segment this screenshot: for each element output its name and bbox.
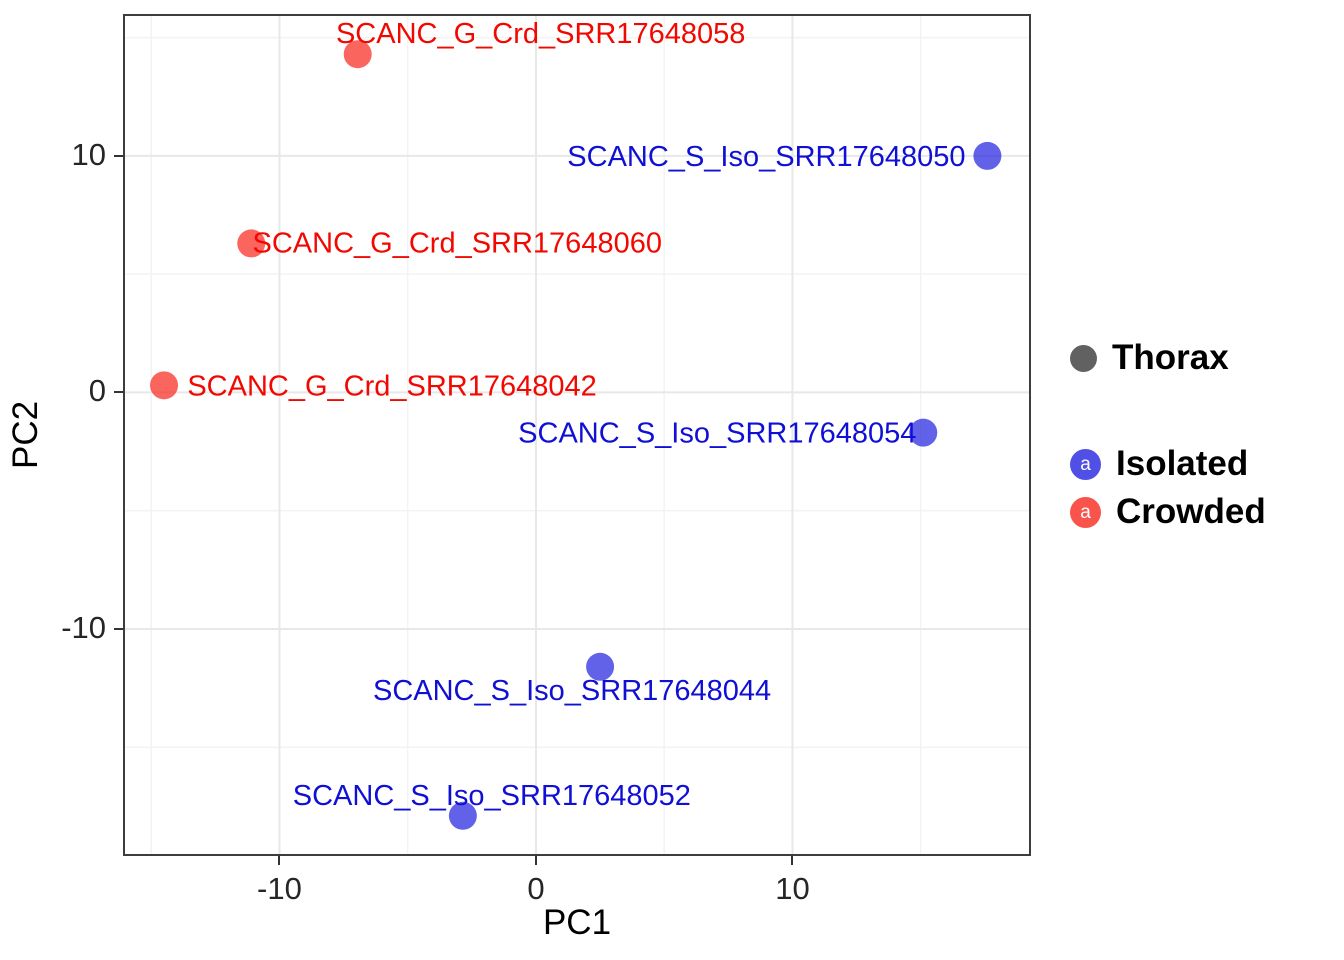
y-tick-label: 0	[88, 373, 106, 409]
scatter-plot-canvas: SCANC_G_Crd_SRR17648058 SCANC_G_Crd_SRR17…	[123, 14, 1031, 856]
data-point-crowded	[343, 40, 372, 69]
thorax-point-icon	[1070, 344, 1097, 372]
legend-entry-isolated: a Isolated	[1070, 440, 1266, 488]
x-tick-mark	[278, 856, 281, 865]
x-tick-label: 0	[527, 871, 545, 906]
plot-panel: SCANC_G_Crd_SRR17648058 SCANC_G_Crd_SRR17…	[123, 14, 1031, 856]
data-point-isolated	[909, 418, 938, 447]
point-label: SCANC_G_Crd_SRR17648058	[336, 18, 745, 50]
y-tick-mark	[114, 154, 123, 157]
point-label: SCANC_G_Crd_SRR17648060	[253, 227, 662, 259]
x-tick-mark	[791, 856, 794, 865]
y-tick-label: -10	[61, 609, 106, 645]
legend-key-glyph: a	[1080, 501, 1091, 523]
point-label: SCANC_G_Crd_SRR17648042	[187, 370, 596, 402]
y-tick-mark	[114, 627, 123, 630]
y-tick-label: 10	[71, 136, 106, 172]
point-label: SCANC_S_Iso_SRR17648054	[518, 418, 916, 450]
data-point-isolated	[448, 801, 477, 830]
point-label: SCANC_S_Iso_SRR17648052	[293, 780, 691, 812]
x-tick-label: -10	[257, 871, 302, 906]
x-tick-label: 10	[775, 871, 810, 906]
legend-label-crowded: Crowded	[1116, 492, 1266, 531]
data-point-isolated	[586, 652, 615, 681]
legend-entry-thorax: Thorax	[1070, 334, 1266, 382]
legend-label-thorax: Thorax	[1112, 338, 1229, 377]
x-tick-mark	[534, 856, 537, 865]
x-axis-title: PC1	[542, 903, 612, 942]
y-tick-mark	[114, 391, 123, 394]
legend-label-isolated: Isolated	[1116, 444, 1249, 483]
data-point-crowded	[237, 229, 266, 258]
point-label: SCANC_S_Iso_SRR17648044	[373, 675, 771, 707]
data-point-crowded	[150, 371, 179, 400]
crowded-point-icon: a	[1070, 496, 1101, 528]
legend-key-glyph: a	[1080, 453, 1091, 475]
isolated-point-icon: a	[1070, 448, 1101, 480]
legend-entry-crowded: a Crowded	[1070, 488, 1266, 536]
legend: Thorax a Isolated a Crowded	[1070, 334, 1266, 536]
point-label: SCANC_S_Iso_SRR17648050	[567, 141, 965, 173]
data-point-isolated	[973, 141, 1002, 170]
